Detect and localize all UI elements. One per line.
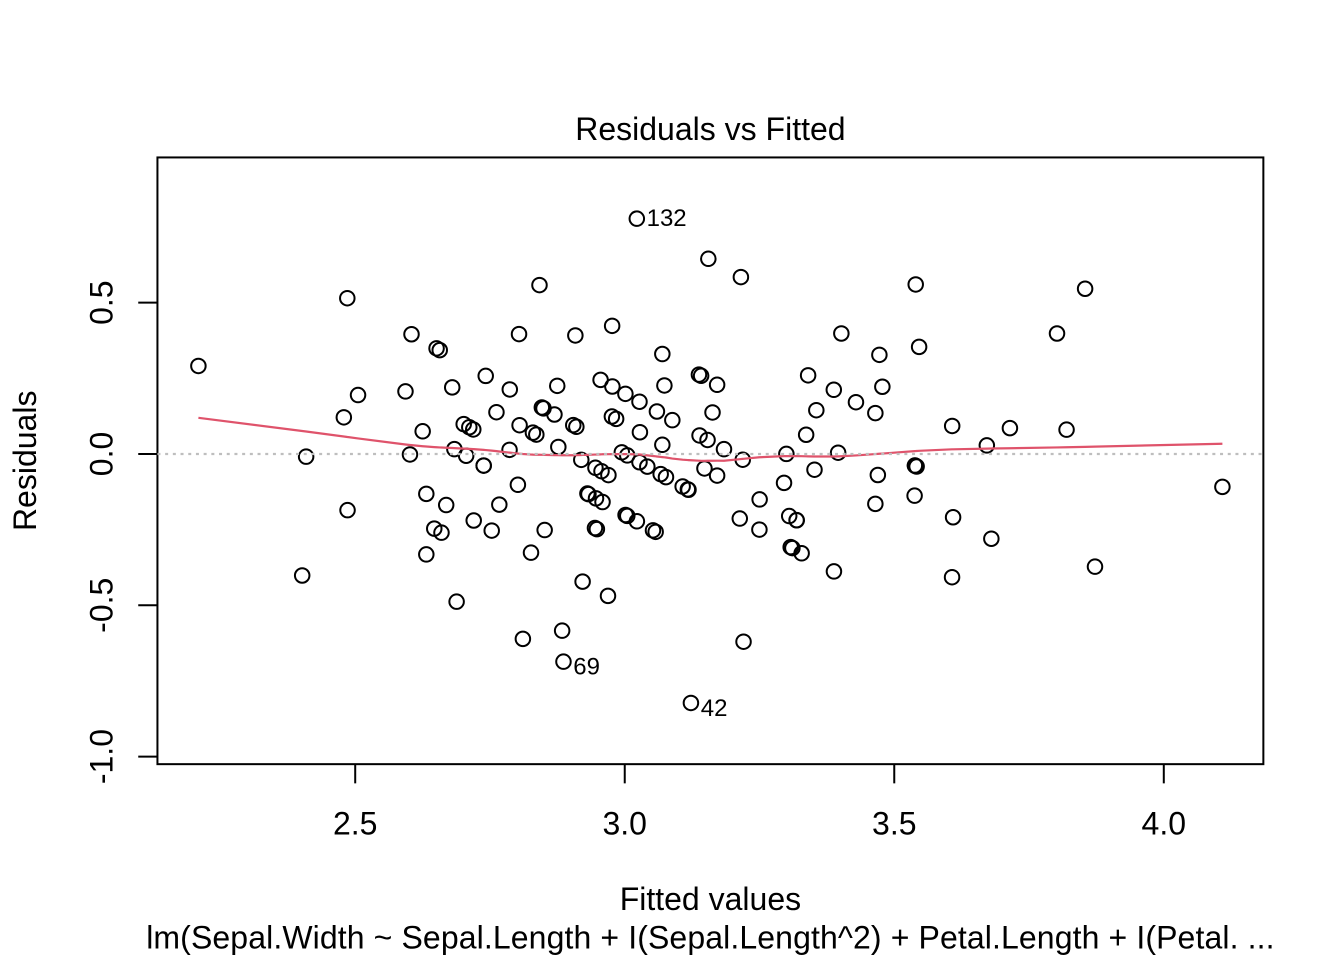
svg-text:2.5: 2.5 [333, 805, 377, 841]
svg-text:lm(Sepal.Width ~ Sepal.Length: lm(Sepal.Width ~ Sepal.Length + I(Sepal.… [146, 920, 1274, 956]
svg-text:-0.5: -0.5 [83, 578, 119, 633]
svg-text:-1.0: -1.0 [83, 729, 119, 784]
svg-text:132: 132 [647, 205, 687, 232]
svg-text:0.0: 0.0 [83, 432, 119, 476]
svg-text:69: 69 [573, 654, 600, 681]
svg-text:3.0: 3.0 [602, 805, 646, 841]
svg-text:0.5: 0.5 [83, 280, 119, 324]
svg-text:3.5: 3.5 [872, 805, 916, 841]
svg-text:Residuals: Residuals [7, 391, 43, 532]
svg-text:42: 42 [701, 695, 728, 722]
svg-text:Residuals vs Fitted: Residuals vs Fitted [575, 111, 845, 147]
svg-text:4.0: 4.0 [1142, 805, 1186, 841]
svg-text:Fitted values: Fitted values [620, 881, 801, 917]
